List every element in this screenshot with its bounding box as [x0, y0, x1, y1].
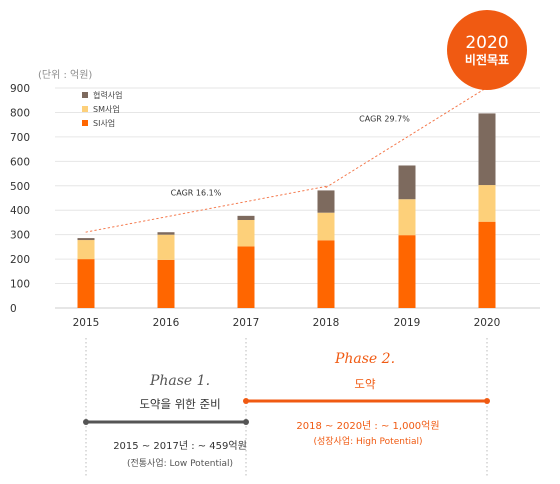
phase2-title: Phase 2.: [334, 351, 396, 367]
legend-swatch: [82, 120, 88, 126]
phase2-range: 2018 ~ 2020년 : ~ 1,000억원: [296, 421, 440, 432]
legend-label: SI사업: [93, 119, 115, 128]
y-tick-label: 300: [10, 230, 30, 242]
y-tick-label: 600: [10, 156, 30, 168]
y-tick-label: 0: [10, 303, 17, 315]
legend-label: 협력사업: [93, 90, 122, 100]
bar-segment: [77, 240, 95, 260]
y-tick-label: 500: [10, 181, 30, 193]
phase1-start-dot: [83, 419, 89, 425]
cagr-label: CAGR 16.1%: [171, 188, 222, 197]
badge-label: 비전목표: [464, 53, 510, 67]
chart-legend: 협력사업 SM사업 SI사업: [82, 90, 122, 128]
phase1-subtitle: 도약을 위한 준비: [139, 397, 221, 411]
bar-segment: [157, 234, 175, 260]
phase2-note: (성장사업: High Potential): [313, 437, 423, 447]
cagr-trend-line: [325, 86, 488, 188]
phase2-end-dot: [484, 398, 490, 404]
bar-segment: [478, 221, 496, 308]
x-tick-label: 2015: [73, 317, 100, 329]
badge-year: 2020: [465, 33, 509, 53]
legend-swatch: [82, 106, 88, 112]
y-tick-label: 100: [10, 279, 30, 291]
bar-segment: [317, 212, 335, 241]
x-tick-label: 2018: [313, 317, 340, 329]
trend-lines: CAGR 16.1% CAGR 29.7%: [85, 86, 488, 233]
y-tick-label: 400: [10, 205, 30, 217]
bar-segment: [317, 240, 335, 308]
legend-label: SM사업: [93, 105, 120, 114]
bar-segment: [77, 259, 95, 308]
phase1-end-dot: [243, 419, 249, 425]
bar-segment: [237, 215, 255, 220]
y-tick-label: 800: [10, 107, 30, 119]
bar-segment: [478, 113, 496, 186]
phase1-title: Phase 1.: [149, 373, 211, 389]
unit-label: (단위 : 억원): [38, 70, 93, 81]
x-tick-label: 2019: [394, 317, 421, 329]
bar-segment: [237, 220, 255, 247]
bar-segment: [77, 238, 95, 241]
cagr-trend-line: [85, 185, 327, 233]
cagr-label: CAGR 29.7%: [359, 114, 410, 123]
y-tick-label: 200: [10, 254, 30, 266]
bar-segment: [237, 246, 255, 308]
chart-bars: [77, 113, 496, 308]
bar-segment: [157, 232, 175, 235]
bar-segment: [398, 235, 416, 308]
chart-tick-labels: 0 100 200 300 400 500 600 700 800 900 2015 2016 2017…: [10, 83, 500, 329]
vision-badge: 2020 비전목표: [447, 10, 527, 90]
bar-segment: [398, 199, 416, 236]
y-tick-label: 900: [10, 83, 30, 95]
chart-gridlines: [55, 87, 540, 309]
phase2-start-dot: [243, 398, 249, 404]
x-tick-label: 2016: [153, 317, 180, 329]
bar-segment: [398, 165, 416, 200]
phase1-range: 2015 ~ 2017년 : ~ 459억원: [113, 441, 247, 452]
phase1-note: (전통사업: Low Potential): [126, 459, 234, 469]
bar-segment: [157, 259, 175, 308]
phase-timeline: [83, 338, 490, 478]
bar-segment: [317, 190, 335, 213]
legend-swatch: [82, 92, 88, 98]
bar-segment: [478, 185, 496, 222]
x-tick-label: 2017: [233, 317, 260, 329]
x-tick-label: 2020: [474, 317, 501, 329]
phase2-subtitle: 도약: [354, 377, 376, 391]
y-tick-label: 700: [10, 132, 30, 144]
